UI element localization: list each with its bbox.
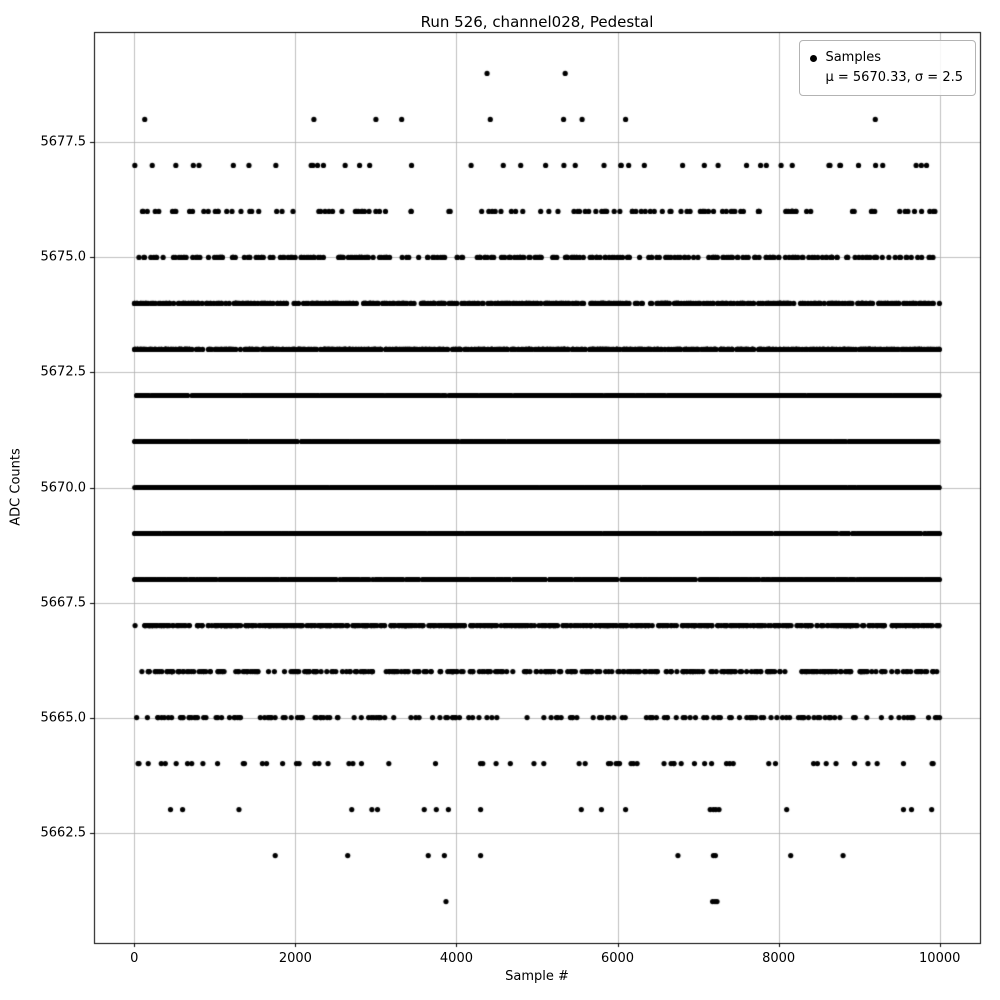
- y-tick-label: 5675.0: [40, 249, 87, 265]
- legend: Samples μ = 5670.33, σ = 2.5: [799, 40, 976, 97]
- y-tick-label: 5677.5: [40, 134, 87, 150]
- scatter-marker-icon: [810, 54, 818, 62]
- legend-label-samples: Samples: [825, 50, 881, 65]
- legend-entry-samples: Samples: [810, 48, 963, 68]
- x-tick-label: 0: [130, 951, 139, 966]
- x-axis-label: Sample #: [505, 969, 569, 984]
- y-tick-label: 5672.5: [40, 364, 87, 380]
- y-tick-label: 5665.0: [40, 710, 87, 726]
- chart-title: Run 526, channel028, Pedestal: [420, 13, 654, 31]
- x-tick-label: 6000: [600, 951, 635, 966]
- y-tick-label: 5667.5: [40, 595, 87, 611]
- y-axis-label: ADC Counts: [8, 448, 24, 526]
- x-tick-label: 2000: [278, 951, 312, 966]
- x-tick-label: 8000: [762, 951, 796, 966]
- x-tick-label: 10000: [919, 951, 961, 966]
- legend-marker-spacer: [810, 75, 817, 82]
- legend-entry-stats: μ = 5670.33, σ = 2.5: [810, 68, 963, 88]
- x-tick-label: 4000: [439, 951, 473, 966]
- legend-label-stats: μ = 5670.33, σ = 2.5: [825, 70, 963, 86]
- y-tick-label: 5662.5: [40, 825, 87, 841]
- y-tick-label: 5670.0: [40, 480, 87, 495]
